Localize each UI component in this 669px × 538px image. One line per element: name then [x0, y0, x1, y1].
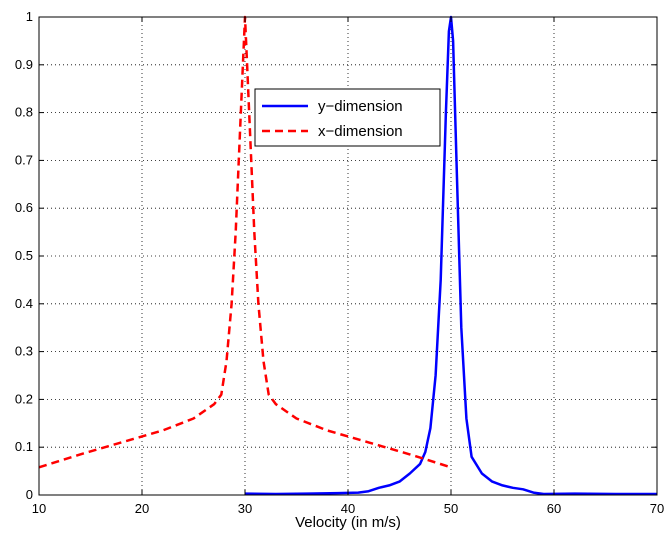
legend: y−dimension x−dimension: [254, 88, 441, 147]
legend-box: [254, 88, 441, 147]
series-line-y-dimension: [244, 15, 657, 496]
y-tick-label: 0.9: [15, 57, 33, 72]
y-axis-tick-labels: 0 0.1 0.2 0.3 0.4 0.5 0.6 0.7 0.8 0.9 1: [15, 9, 33, 502]
y-tick-label: 0: [26, 487, 33, 502]
y-tick-label: 0.7: [15, 152, 33, 167]
y-tick-label: 0.3: [15, 344, 33, 359]
x-tick-label: 70: [650, 501, 664, 516]
y-tick-label: 0.8: [15, 105, 33, 120]
x-tick-label: 60: [547, 501, 561, 516]
legend-label-y-dimension: y−dimension: [318, 98, 403, 115]
y-tick-label: 0.5: [15, 248, 33, 263]
x-tick-label: 30: [238, 501, 252, 516]
axis-ticks: [38, 16, 658, 496]
x-tick-label: 20: [135, 501, 149, 516]
x-axis-label: Velocity (in m/s): [295, 514, 401, 531]
y-tick-label: 1: [26, 9, 33, 24]
x-axis-tick-labels: 10 20 30 40 50 60 70: [32, 501, 664, 516]
x-tick-label: 10: [32, 501, 46, 516]
x-tick-label: 50: [444, 501, 458, 516]
x-tick-label: 40: [341, 501, 355, 516]
y-tick-label: 0.2: [15, 391, 33, 406]
y-tick-label: 0.4: [15, 296, 33, 311]
y-tick-label: 0.6: [15, 200, 33, 215]
legend-label-x-dimension: x−dimension: [318, 123, 403, 140]
y-tick-label: 0.1: [15, 439, 33, 454]
